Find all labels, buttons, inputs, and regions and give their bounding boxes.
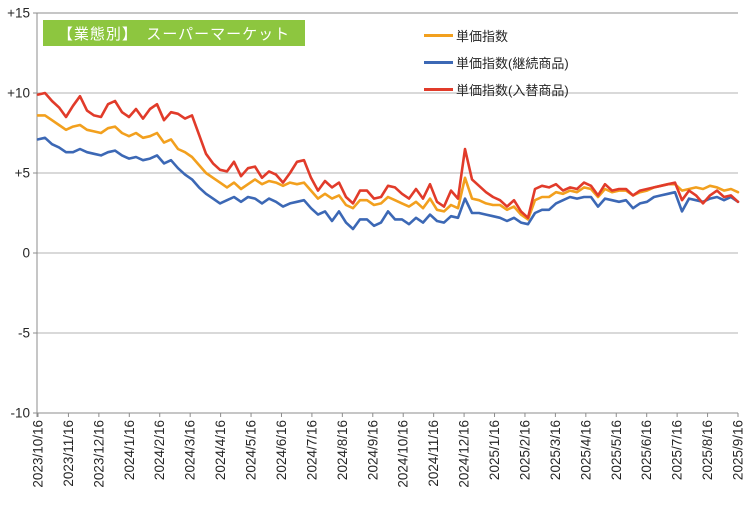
- legend-label: 単価指数(継続商品): [456, 56, 569, 71]
- svg-text:-5: -5: [18, 326, 30, 341]
- legend: 単価指数 単価指数(継続商品) 単価指数(入替商品): [424, 22, 569, 103]
- svg-text:2025/7/16: 2025/7/16: [670, 420, 685, 480]
- svg-text:0: 0: [22, 246, 30, 261]
- svg-text:2025/9/16: 2025/9/16: [731, 420, 745, 480]
- svg-text:2024/7/16: 2024/7/16: [304, 420, 319, 480]
- svg-text:2025/6/16: 2025/6/16: [639, 420, 654, 480]
- legend-label: 単価指数(入替商品): [456, 83, 569, 98]
- chart-title-badge: 【業態別】 スーパーマーケット: [43, 20, 305, 46]
- svg-text:2024/9/16: 2024/9/16: [365, 420, 380, 480]
- svg-text:2025/4/16: 2025/4/16: [578, 420, 593, 480]
- svg-text:2025/3/16: 2025/3/16: [548, 420, 563, 480]
- legend-line-swatch-blue: [424, 61, 453, 64]
- legend-line-swatch-red: [424, 88, 453, 91]
- legend-item: 単価指数(入替商品): [424, 76, 569, 103]
- legend-item: 単価指数: [424, 22, 569, 49]
- svg-text:2025/5/16: 2025/5/16: [609, 420, 624, 480]
- svg-text:2023/10/16: 2023/10/16: [31, 420, 46, 488]
- svg-text:2025/8/16: 2025/8/16: [700, 420, 715, 480]
- svg-text:-10: -10: [10, 406, 30, 421]
- svg-text:2024/11/16: 2024/11/16: [426, 420, 441, 487]
- svg-text:2025/2/16: 2025/2/16: [517, 420, 532, 480]
- svg-text:2024/6/16: 2024/6/16: [274, 420, 289, 480]
- svg-text:2024/10/16: 2024/10/16: [396, 420, 411, 488]
- legend-line-swatch-orange: [424, 34, 453, 37]
- svg-text:2024/3/16: 2024/3/16: [183, 420, 198, 480]
- legend-label: 単価指数: [456, 29, 509, 44]
- svg-text:2024/8/16: 2024/8/16: [335, 420, 350, 480]
- svg-text:2025/1/16: 2025/1/16: [487, 420, 502, 480]
- svg-text:2024/4/16: 2024/4/16: [213, 420, 228, 480]
- svg-text:+10: +10: [7, 86, 30, 101]
- legend-item: 単価指数(継続商品): [424, 49, 569, 76]
- svg-text:2024/12/16: 2024/12/16: [457, 420, 472, 488]
- chart-title: 【業態別】 スーパーマーケット: [57, 25, 291, 43]
- svg-text:2023/11/16: 2023/11/16: [61, 420, 76, 487]
- svg-text:+5: +5: [15, 166, 30, 181]
- svg-text:2024/5/16: 2024/5/16: [244, 420, 259, 480]
- svg-text:2023/12/16: 2023/12/16: [91, 420, 106, 488]
- svg-text:2024/1/16: 2024/1/16: [122, 420, 137, 480]
- svg-text:+15: +15: [7, 6, 30, 21]
- svg-text:2024/2/16: 2024/2/16: [152, 420, 167, 480]
